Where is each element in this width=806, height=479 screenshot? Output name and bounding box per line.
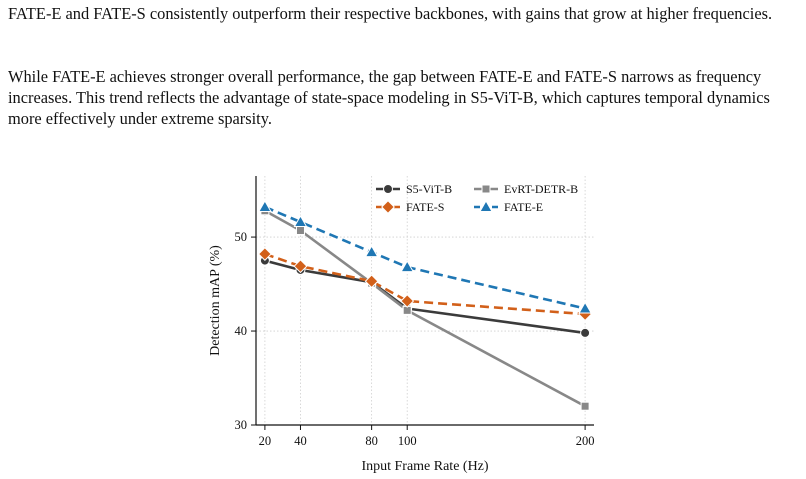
body-paragraph-1: FATE-E and FATE-S consistently outperfor… [8,4,773,23]
data-point-fate-e [364,245,379,258]
y-tick-label: 40 [235,324,248,338]
legend-label: FATE-S [406,200,444,214]
data-point-fate-s [293,259,308,274]
series-line-evrt-detr-b [264,209,586,408]
legend-item-evrt-detr-b: EvRT-DETR-B [474,182,578,196]
x-tick-label: 100 [398,434,417,448]
legend-label: EvRT-DETR-B [504,182,578,196]
chart-series-markers [257,199,593,411]
legend-swatch-marker [381,200,395,214]
legend-swatch-marker [383,184,393,194]
legend-label: FATE-E [504,200,543,214]
y-tick-label: 30 [235,418,248,432]
body-paragraph-2: While FATE-E achieves stronger overall p… [8,67,770,128]
y-axis-title: Detection mAP (%) [208,245,223,356]
data-point-evrt-detr-b [580,401,590,411]
legend-item-fate-s: FATE-S [376,200,444,214]
data-point-fate-s [364,274,379,289]
data-point-fate-e [293,215,308,228]
x-axis-title: Input Frame Rate (Hz) [361,459,488,474]
data-point-fate-e [578,301,592,314]
x-tick-label: 200 [576,434,595,448]
data-point-fate-s [257,247,272,261]
y-tick-label: 50 [235,230,248,244]
data-point-s5-vit-b [580,327,591,338]
legend-item-fate-e: FATE-E [474,199,543,214]
legend-swatch-marker [479,199,493,212]
data-point-fate-e [258,199,272,213]
data-point-fate-e [400,260,415,273]
data-point-fate-s [400,294,415,308]
chart-legend: S5-ViT-B EvRT-DETR-B FATE-S FATE-E [376,182,578,214]
data-point-evrt-detr-b [295,225,305,235]
legend-item-s5-vit-b: S5-ViT-B [376,182,452,196]
legend-swatch-marker [481,184,491,194]
x-tick-label: 40 [294,434,307,448]
series-line-fate-s [264,252,586,316]
series-line-fate-e [264,205,586,310]
chart-axes: 30 40 50 20 40 80 100 200 [235,176,595,448]
x-tick-label: 20 [259,434,272,448]
x-tick-label: 80 [365,434,378,448]
legend-label: S5-ViT-B [406,182,452,196]
